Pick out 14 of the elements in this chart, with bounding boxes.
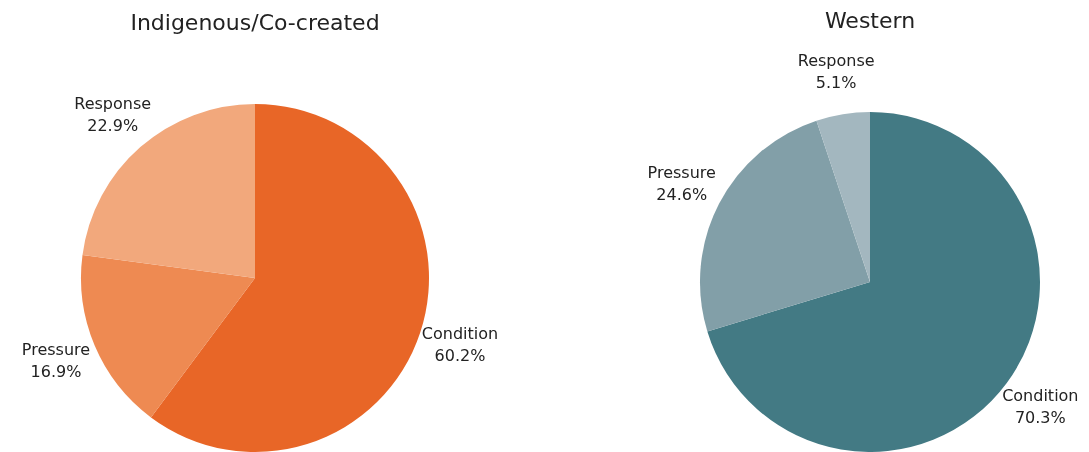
data-label: 22.9% [87, 115, 139, 135]
chart-title: Indigenous/Co-created [130, 10, 380, 35]
data-label: 60.2% [434, 346, 486, 366]
data-label: 70.3% [1014, 408, 1066, 428]
chart-title: Western [824, 8, 916, 33]
slice-label: Pressure [647, 162, 716, 182]
data-label: 24.6% [656, 184, 708, 204]
slice-label: Response [74, 93, 152, 113]
data-label: 16.9% [30, 362, 82, 382]
slice-label: Pressure [21, 340, 91, 360]
slice-label: Condition [1002, 386, 1079, 406]
slice-label: Response [797, 50, 875, 70]
slice-label: Condition [421, 324, 499, 344]
data-label: 5.1% [815, 72, 857, 92]
